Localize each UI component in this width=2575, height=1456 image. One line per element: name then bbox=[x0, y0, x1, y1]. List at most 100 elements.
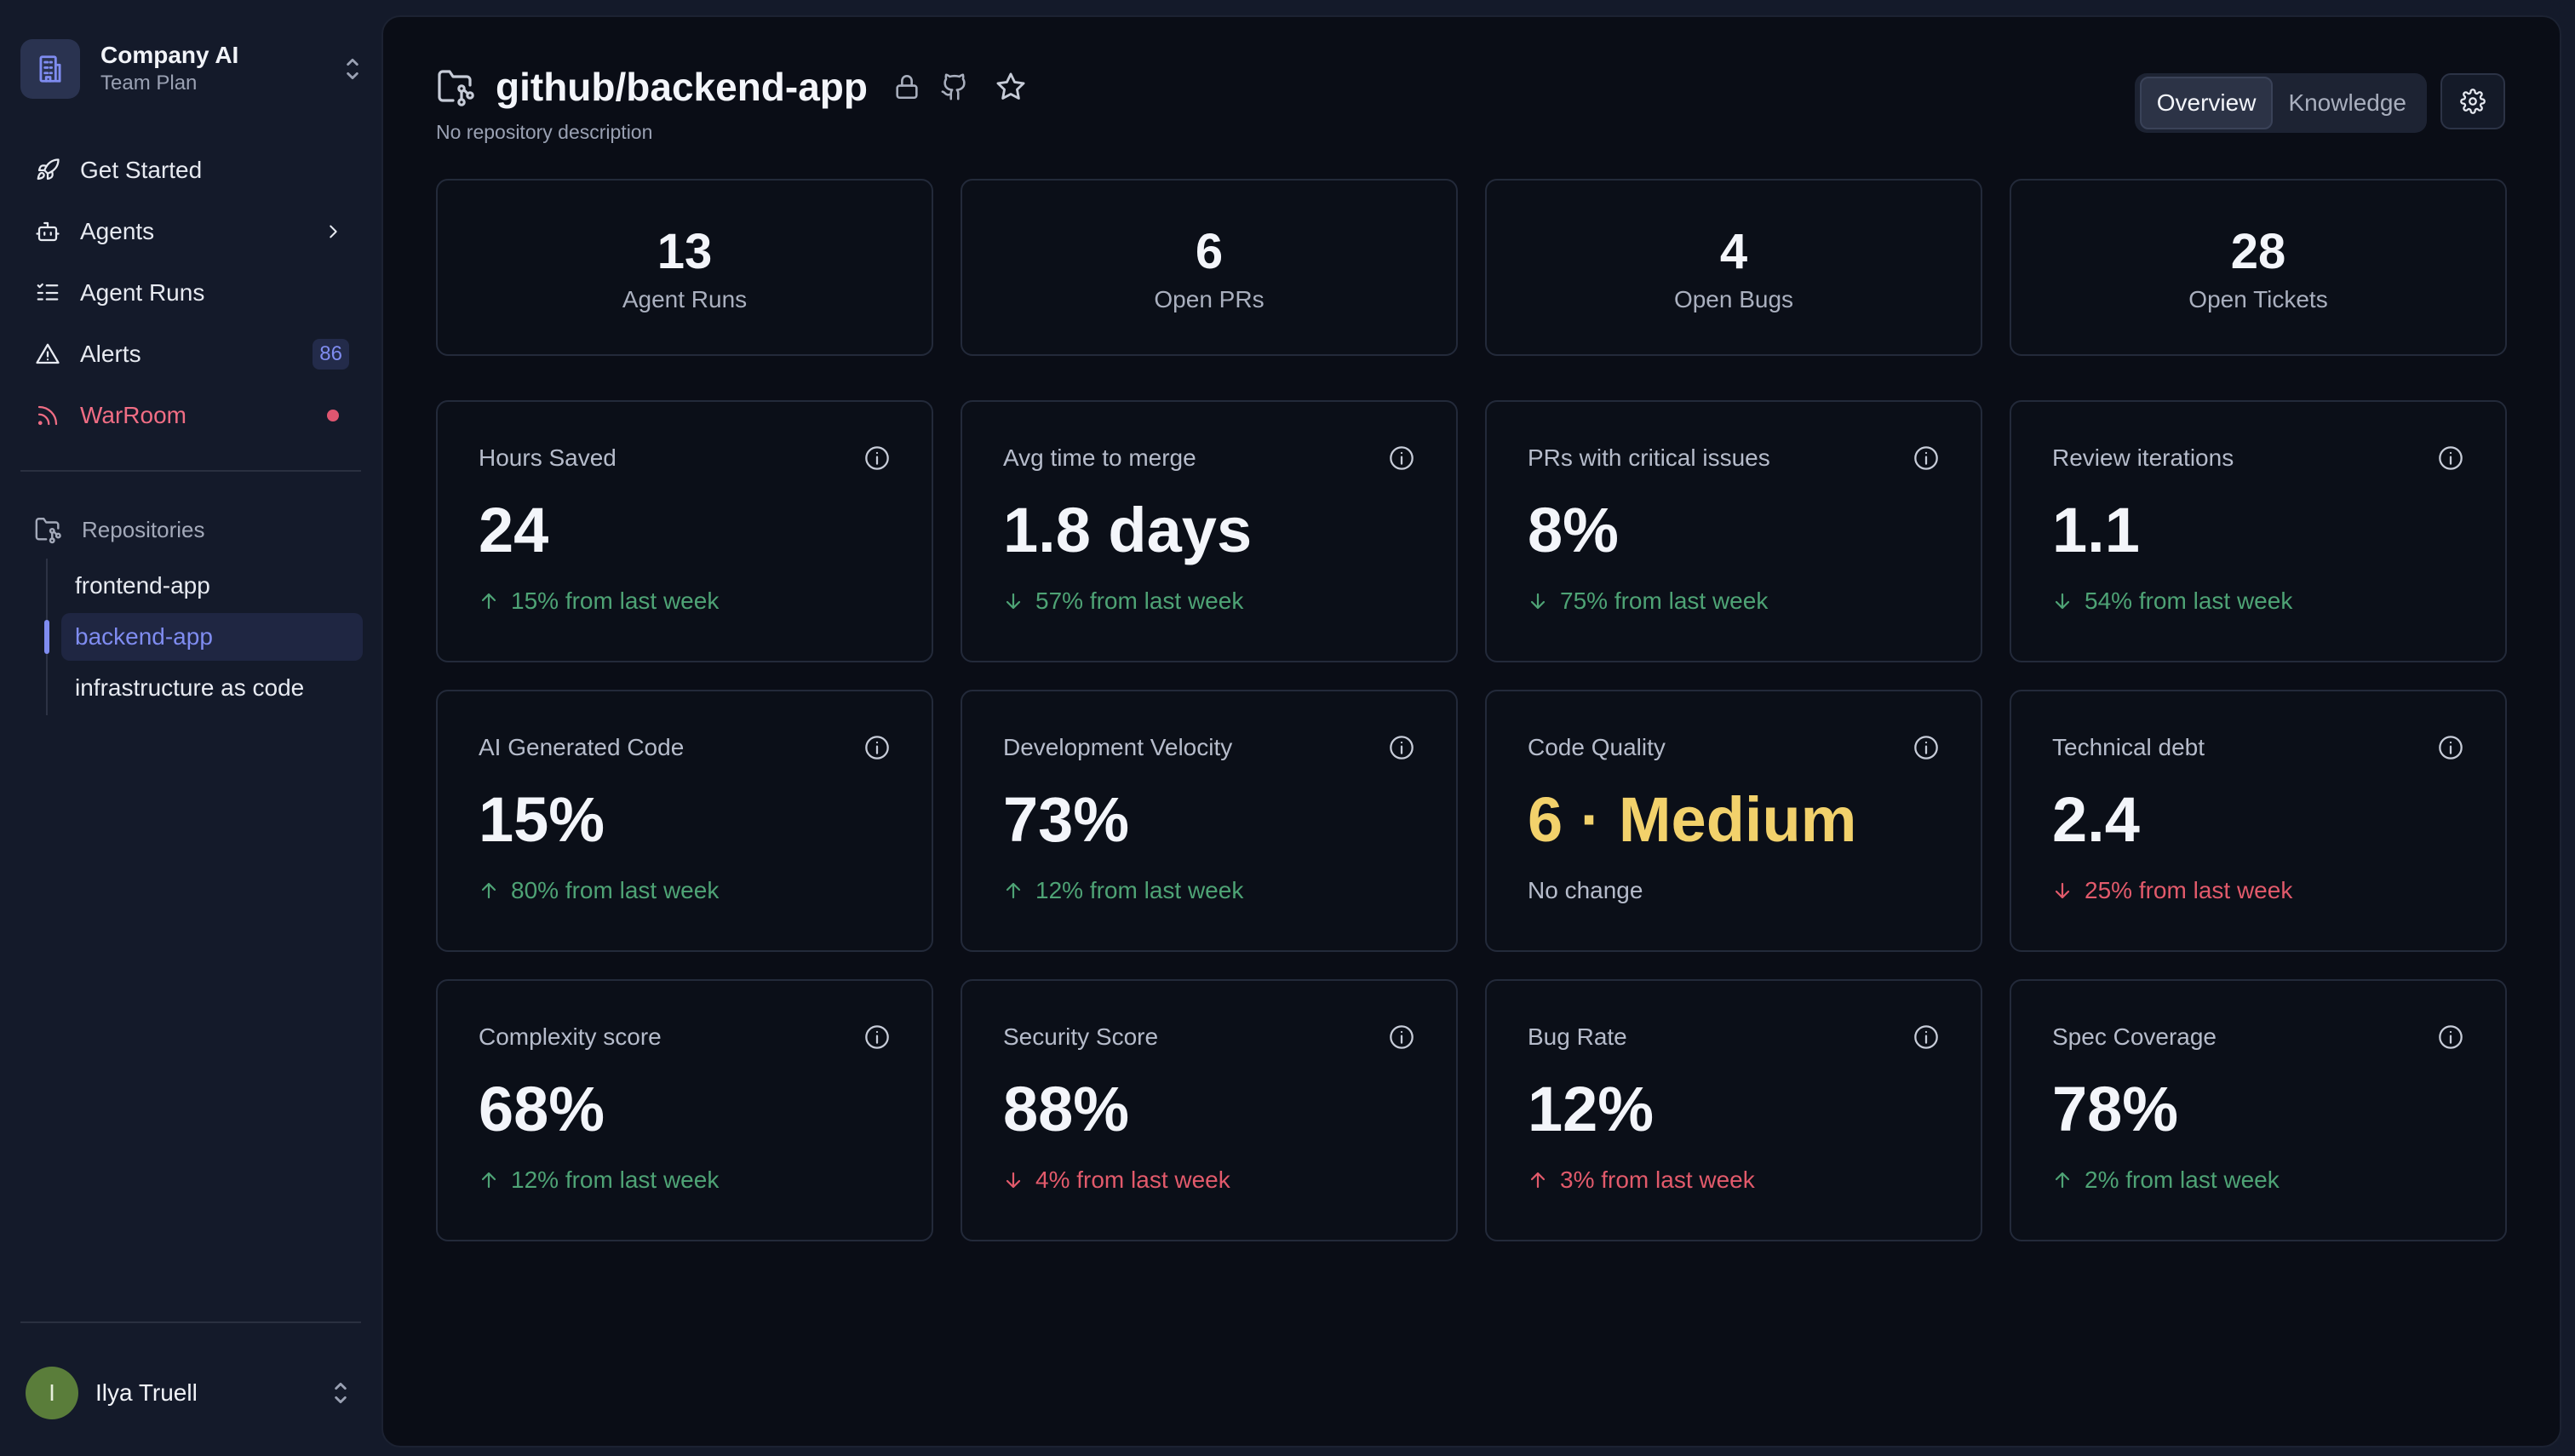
metric-value: 73% bbox=[1003, 784, 1130, 855]
org-switcher[interactable]: Company AI Team Plan bbox=[20, 36, 364, 102]
metric-label: Bug Rate bbox=[1528, 1023, 1627, 1050]
metric-card-code-quality[interactable]: Code Quality 6 · Medium No change bbox=[1485, 690, 1982, 952]
github-icon[interactable] bbox=[938, 70, 972, 104]
info-icon[interactable] bbox=[1388, 1023, 1415, 1051]
info-icon[interactable] bbox=[1913, 1023, 1940, 1051]
metric-change-text: 12% from last week bbox=[1035, 877, 1244, 903]
metric-card-development-velocity[interactable]: Development Velocity 73% 12% from last wee… bbox=[961, 690, 1458, 952]
info-icon[interactable] bbox=[863, 734, 891, 761]
metric-label: Code Quality bbox=[1528, 734, 1666, 760]
alerts-count-badge: 86 bbox=[313, 339, 349, 370]
building-icon bbox=[20, 39, 80, 99]
repositories-heading[interactable]: Repositories bbox=[34, 509, 205, 550]
metric-card-review-iterations[interactable]: Review iterations 1.1 54% from last week bbox=[2010, 400, 2507, 662]
stat-label: Open Tickets bbox=[2188, 286, 2328, 312]
page-title: github/backend-app bbox=[496, 65, 868, 109]
sidebar-item-alerts[interactable]: Alerts 86 bbox=[20, 324, 361, 385]
page-header: github/backend-app No repository descrip… bbox=[436, 60, 2505, 143]
metric-card-hours-saved[interactable]: Hours Saved 24 15% from last week bbox=[436, 400, 933, 662]
tab-overview[interactable]: Overview bbox=[2139, 77, 2274, 129]
arrow-up-icon bbox=[479, 880, 501, 902]
metric-change: 75% from last week bbox=[1528, 588, 1768, 615]
stat-label: Open PRs bbox=[1154, 286, 1265, 312]
metric-change-text: 54% from last week bbox=[2085, 588, 2293, 614]
info-icon[interactable] bbox=[2437, 444, 2464, 472]
sidebar-item-agents[interactable]: Agents bbox=[20, 201, 361, 262]
metric-change: 12% from last week bbox=[1003, 877, 1243, 904]
info-icon[interactable] bbox=[1913, 444, 1940, 472]
view-tabs: Overview Knowledge bbox=[2134, 73, 2427, 133]
folder-git-icon bbox=[34, 515, 63, 544]
info-icon[interactable] bbox=[863, 444, 891, 472]
info-icon[interactable] bbox=[2437, 734, 2464, 761]
metric-change-text: 3% from last week bbox=[1560, 1167, 1755, 1193]
metric-card-avg-time-to-merge[interactable]: Avg time to merge 1.8 days 57% from last w… bbox=[961, 400, 1458, 662]
stat-card-agent-runs[interactable]: 13 Agent Runs bbox=[436, 179, 933, 356]
sidebar-item-label: WarRoom bbox=[80, 402, 186, 428]
metric-value: 6 · Medium bbox=[1528, 784, 1857, 855]
info-icon[interactable] bbox=[2437, 1023, 2464, 1051]
metric-label: PRs with critical issues bbox=[1528, 444, 1770, 471]
repo-item-frontend-app[interactable]: frontend-app bbox=[75, 572, 210, 599]
arrow-up-icon bbox=[479, 1169, 501, 1191]
stat-card-open-bugs[interactable]: 4 Open Bugs bbox=[1485, 179, 1982, 356]
sidebar-item-label: Get Started bbox=[80, 157, 203, 183]
sidebar-divider bbox=[20, 470, 361, 472]
stat-value: 28 bbox=[2230, 224, 2286, 279]
org-plan: Team Plan bbox=[100, 72, 198, 95]
lock-icon bbox=[890, 70, 924, 104]
chevron-right-icon bbox=[324, 222, 342, 241]
metric-value: 68% bbox=[479, 1074, 605, 1144]
metric-label: Spec Coverage bbox=[2052, 1023, 2217, 1050]
metric-card-bug-rate[interactable]: Bug Rate 12% 3% from last week bbox=[1485, 979, 1982, 1241]
metric-card-security-score[interactable]: Security Score 88% 4% from last week bbox=[961, 979, 1458, 1241]
sidebar-item-agent-runs[interactable]: Agent Runs bbox=[20, 262, 361, 324]
sidebar-item-label: Alerts bbox=[80, 341, 141, 367]
metric-value: 12% bbox=[1528, 1074, 1655, 1144]
main-panel: github/backend-app No repository descrip… bbox=[381, 15, 2561, 1447]
folder-git-icon bbox=[436, 66, 477, 107]
repo-item-infrastructure[interactable]: infrastructure as code bbox=[75, 674, 305, 701]
info-icon[interactable] bbox=[1388, 444, 1415, 472]
avatar: I bbox=[26, 1367, 78, 1419]
metric-card-spec-coverage[interactable]: Spec Coverage 78% 2% from last week bbox=[2010, 979, 2507, 1241]
info-icon[interactable] bbox=[1388, 734, 1415, 761]
repo-item-backend-app[interactable]: backend-app bbox=[44, 613, 363, 661]
repository-list: frontend-app backend-app infrastructure … bbox=[44, 559, 363, 715]
user-name: Ilya Truell bbox=[95, 1379, 198, 1406]
stat-card-open-tickets[interactable]: 28 Open Tickets bbox=[2010, 179, 2507, 356]
metric-change-text: 2% from last week bbox=[2085, 1167, 2280, 1193]
arrow-down-icon bbox=[1003, 1169, 1025, 1191]
sidebar-item-warroom[interactable]: WarRoom bbox=[20, 385, 361, 446]
settings-button[interactable] bbox=[2440, 73, 2505, 129]
gear-icon bbox=[2460, 89, 2486, 114]
arrow-down-icon bbox=[2052, 590, 2074, 612]
metric-label: Hours Saved bbox=[479, 444, 617, 471]
metric-card-technical-debt[interactable]: Technical debt 2.4 25% from last week bbox=[2010, 690, 2507, 952]
metric-label: Complexity score bbox=[479, 1023, 662, 1050]
star-icon[interactable] bbox=[994, 70, 1028, 104]
metric-change: 2% from last week bbox=[2052, 1167, 2280, 1194]
chevron-up-down-icon bbox=[341, 52, 364, 86]
tab-knowledge[interactable]: Knowledge bbox=[2288, 89, 2406, 116]
metric-value: 24 bbox=[479, 495, 549, 565]
user-menu[interactable]: I Ilya Truell bbox=[26, 1366, 364, 1420]
metric-label: Development Velocity bbox=[1003, 734, 1233, 760]
metric-card-complexity-score[interactable]: Complexity score 68% 12% from last week bbox=[436, 979, 933, 1241]
metric-change: 57% from last week bbox=[1003, 588, 1243, 615]
metric-change: 25% from last week bbox=[2052, 877, 2292, 904]
stat-card-open-prs[interactable]: 6 Open PRs bbox=[961, 179, 1458, 356]
info-icon[interactable] bbox=[1913, 734, 1940, 761]
arrow-down-icon bbox=[2052, 880, 2074, 902]
robot-icon bbox=[34, 218, 61, 245]
metric-label: AI Generated Code bbox=[479, 734, 685, 760]
metric-card-prs-with-critical-issues[interactable]: PRs with critical issues 8% 75% from last … bbox=[1485, 400, 1982, 662]
sidebar-divider bbox=[20, 1321, 361, 1323]
sidebar: Company AI Team Plan Get Started Agents bbox=[0, 0, 381, 1456]
sidebar-item-get-started[interactable]: Get Started bbox=[20, 140, 361, 201]
sidebar-nav: Get Started Agents Agent Runs Alerts 86 bbox=[20, 140, 361, 446]
metric-change: 4% from last week bbox=[1003, 1167, 1230, 1194]
metric-change: 3% from last week bbox=[1528, 1167, 1755, 1194]
info-icon[interactable] bbox=[863, 1023, 891, 1051]
metric-card-ai-generated-code[interactable]: AI Generated Code 15% 80% from last week bbox=[436, 690, 933, 952]
